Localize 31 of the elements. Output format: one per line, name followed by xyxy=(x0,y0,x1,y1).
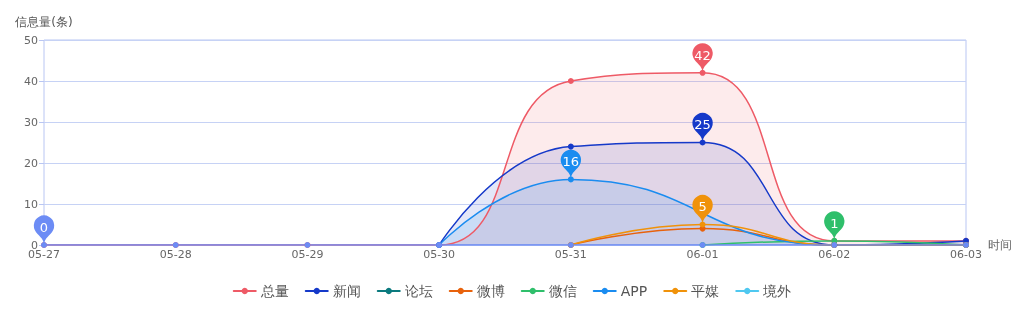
x-axis-title: 时间 xyxy=(987,238,1012,252)
x-tick-label: 05-31 xyxy=(554,248,587,261)
data-label: 5 xyxy=(698,199,707,215)
y-tick-label: 50 xyxy=(24,33,38,47)
x-tick-label: 05-27 xyxy=(28,248,60,261)
legend-label: 境外 xyxy=(762,283,792,299)
point xyxy=(567,78,574,84)
point xyxy=(567,143,574,150)
legend-label: 微博 xyxy=(476,283,505,299)
x-tick-label: 06-02 xyxy=(818,248,851,261)
data-label: 25 xyxy=(694,117,711,133)
data-label: 42 xyxy=(694,47,711,63)
y-tick-label: 20 xyxy=(24,156,38,170)
data-label: 0 xyxy=(39,219,49,235)
x-tick-label: 05-30 xyxy=(423,248,456,261)
legend-label: APP xyxy=(620,283,648,299)
legend-label: 总量 xyxy=(259,283,289,299)
data-label: 16 xyxy=(562,154,580,170)
legend-label: 新闻 xyxy=(332,283,361,299)
x-tick-label: 05-29 xyxy=(291,248,324,261)
y-tick-label: 10 xyxy=(24,197,38,211)
y-axis-title: 信息量(条) xyxy=(15,15,73,29)
x-tick-label: 06-01 xyxy=(686,248,719,261)
y-tick-label: 40 xyxy=(24,74,38,88)
data-label: 1 xyxy=(830,215,839,231)
y-tick-label: 30 xyxy=(24,115,38,129)
x-tick-label: 06-03 xyxy=(950,248,982,261)
x-tick-label: 05-28 xyxy=(159,248,192,261)
legend-label: 论坛 xyxy=(404,283,433,299)
legend-label: 微信 xyxy=(548,283,577,299)
legend-label: 平媒 xyxy=(691,283,720,299)
